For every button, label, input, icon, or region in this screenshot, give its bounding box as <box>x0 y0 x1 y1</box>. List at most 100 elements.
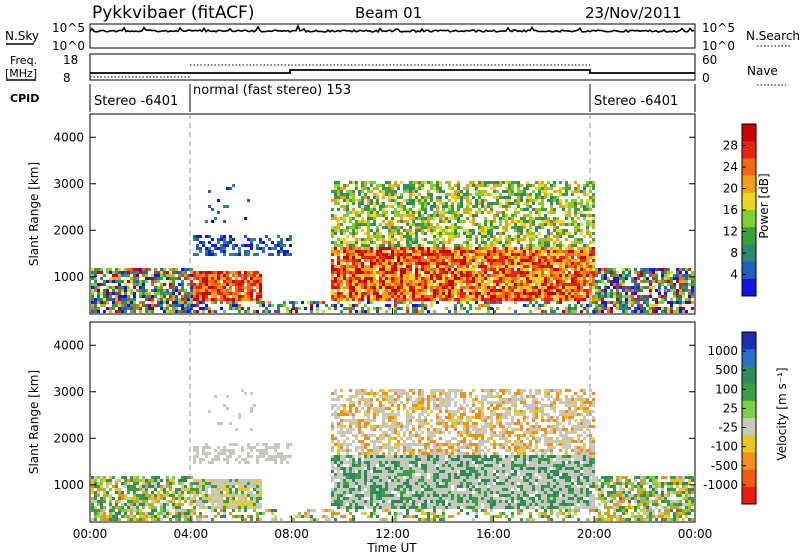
heatmap-cell <box>100 304 103 307</box>
heatmap-cell <box>382 280 385 283</box>
heatmap-cell <box>244 509 247 512</box>
heatmap-cell <box>490 295 493 298</box>
heatmap-cell <box>508 280 511 283</box>
heatmap-cell <box>418 259 421 262</box>
heatmap-cell <box>229 307 232 310</box>
heatmap-cell <box>382 214 385 217</box>
heatmap-cell <box>658 280 661 283</box>
heatmap-cell <box>205 479 208 482</box>
heatmap-cell <box>526 277 529 280</box>
heatmap-cell <box>367 295 370 298</box>
heatmap-cell <box>142 494 145 497</box>
heatmap-cell <box>415 307 418 310</box>
heatmap-cell <box>199 461 202 464</box>
heatmap-cell <box>259 283 262 286</box>
heatmap-cell <box>289 235 292 238</box>
heatmap-cell <box>244 500 247 503</box>
heatmap-cell <box>271 509 274 512</box>
heatmap-cell <box>385 214 388 217</box>
heatmap-cell <box>478 292 481 295</box>
heatmap-cell <box>250 244 253 247</box>
heatmap-cell <box>151 512 154 515</box>
heatmap-cell <box>460 199 463 202</box>
heatmap-cell <box>166 274 169 277</box>
heatmap-cell <box>220 497 223 500</box>
heatmap-cell <box>187 292 190 295</box>
heatmap-cell <box>124 512 127 515</box>
heatmap-cell <box>610 283 613 286</box>
heatmap-cell <box>394 244 397 247</box>
heatmap-cell <box>220 491 223 494</box>
heatmap-cell <box>220 485 223 488</box>
heatmap-cell <box>358 211 361 214</box>
heatmap-cell <box>241 488 244 491</box>
heatmap-cell <box>679 304 682 307</box>
heatmap-cell <box>136 500 139 503</box>
heatmap-cell <box>109 476 112 479</box>
heatmap-cell <box>682 307 685 310</box>
colorbar-tick-label: 20 <box>723 182 738 196</box>
heatmap-cell <box>415 181 418 184</box>
heatmap-cell <box>430 187 433 190</box>
heatmap-cell <box>484 277 487 280</box>
heatmap-cell <box>94 509 97 512</box>
heatmap-cell <box>421 217 424 220</box>
heatmap-cell <box>496 277 499 280</box>
heatmap-cell <box>175 512 178 515</box>
heatmap-cell <box>391 190 394 193</box>
heatmap-cell <box>520 199 523 202</box>
heatmap-cell <box>166 277 169 280</box>
heatmap-cell <box>589 289 592 292</box>
heatmap-cell <box>196 485 199 488</box>
heatmap-cell <box>523 214 526 217</box>
heatmap-cell <box>475 274 478 277</box>
heatmap-cell <box>241 491 244 494</box>
heatmap-cell <box>586 232 589 235</box>
heatmap-cell <box>118 488 121 491</box>
heatmap-cell <box>247 250 250 253</box>
heatmap-cell <box>511 226 514 229</box>
heatmap-cell <box>352 202 355 205</box>
heatmap-cell <box>409 181 412 184</box>
heatmap-cell <box>382 265 385 268</box>
heatmap-cell <box>622 280 625 283</box>
heatmap-cell <box>253 274 256 277</box>
heatmap-cell <box>196 488 199 491</box>
heatmap-cell <box>592 223 595 226</box>
heatmap-cell <box>103 280 106 283</box>
heatmap-cell <box>439 229 442 232</box>
heatmap-cell <box>499 181 502 184</box>
heatmap-cell <box>463 253 466 256</box>
heatmap-cell <box>661 274 664 277</box>
heatmap-cell <box>205 497 208 500</box>
heatmap-cell <box>331 437 334 440</box>
heatmap-cell <box>583 193 586 196</box>
heatmap-cell <box>235 443 238 446</box>
heatmap-cell <box>121 307 124 310</box>
heatmap-cell <box>463 295 466 298</box>
heatmap-cell <box>364 253 367 256</box>
heatmap-cell <box>256 449 259 452</box>
heatmap-cell <box>502 196 505 199</box>
heatmap-cell <box>460 205 463 208</box>
heatmap-cell <box>145 515 148 518</box>
heatmap-cell <box>235 428 238 431</box>
heatmap-cell <box>514 208 517 211</box>
heatmap-cell <box>178 491 181 494</box>
heatmap-cell <box>340 193 343 196</box>
heatmap-cell <box>478 247 481 250</box>
heatmap-cell <box>529 286 532 289</box>
heatmap-cell <box>544 220 547 223</box>
heatmap-cell <box>484 220 487 223</box>
heatmap-cell <box>499 253 502 256</box>
heatmap-cell <box>172 271 175 274</box>
heatmap-cell <box>349 256 352 259</box>
heatmap-cell <box>466 217 469 220</box>
heatmap-cell <box>160 295 163 298</box>
heatmap-cell <box>208 241 211 244</box>
heatmap-cell <box>238 298 241 301</box>
heatmap-cell <box>466 250 469 253</box>
heatmap-cell <box>316 304 319 307</box>
heatmap-cell <box>241 458 244 461</box>
heatmap-cell <box>517 220 520 223</box>
